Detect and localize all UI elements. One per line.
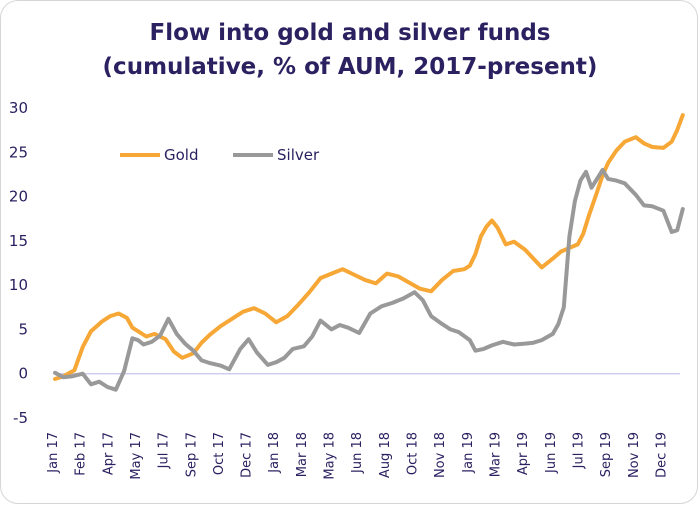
y-tick-label: 10 (9, 276, 28, 294)
x-tick-label: Jul 19 (571, 432, 586, 469)
x-tick-label: Mar 18 (295, 432, 310, 477)
x-tick-label: May 17 (129, 432, 144, 480)
x-tick-label: Mar 19 (488, 432, 503, 477)
y-tick-label: 25 (9, 143, 28, 161)
x-tick-label: Jan 18 (267, 432, 282, 474)
x-tick-label: Jun 18 (350, 432, 365, 474)
x-tick-label: Jan 17 (46, 432, 61, 474)
x-tick-label: Jan 19 (461, 432, 476, 474)
x-tick-label: Sep 17 (184, 432, 199, 477)
y-tick-label: 0 (18, 365, 28, 383)
x-tick-label: Feb 17 (74, 432, 89, 476)
x-tick-label: Dec 19 (654, 432, 669, 478)
x-tick-label: Sep 19 (599, 432, 614, 477)
x-tick-label: Apr 19 (516, 432, 531, 475)
x-tick-label: Nov 18 (433, 432, 448, 478)
x-tick-label: Nov 19 (627, 432, 642, 478)
x-tick-label: Oct 18 (406, 432, 421, 475)
x-tick-label: Dec 17 (240, 432, 255, 478)
y-tick-label: 15 (9, 232, 28, 250)
chart-title-line-1: Flow into gold and silver funds (149, 20, 551, 46)
x-tick-label: Aug 18 (378, 432, 393, 478)
x-tick-label: May 18 (323, 432, 338, 480)
x-tick-label: Jun 19 (544, 432, 559, 474)
series-line-gold (53, 113, 685, 381)
legend-label-gold: Gold (164, 146, 199, 164)
y-tick-label: -5 (13, 409, 28, 427)
x-tick-label: Jul 17 (157, 432, 172, 469)
y-tick-label: 30 (9, 99, 28, 117)
x-tick-label: Oct 17 (212, 432, 227, 475)
series-line-silver (53, 168, 685, 392)
chart-title: Flow into gold and silver funds (cumulat… (0, 16, 700, 84)
legend-label-silver: Silver (277, 146, 320, 164)
x-tick-label: Apr 17 (101, 432, 116, 475)
y-tick-label: 5 (18, 320, 28, 338)
chart-title-line-2: (cumulative, % of AUM, 2017-present) (102, 54, 598, 80)
y-tick-label: 20 (9, 188, 28, 206)
